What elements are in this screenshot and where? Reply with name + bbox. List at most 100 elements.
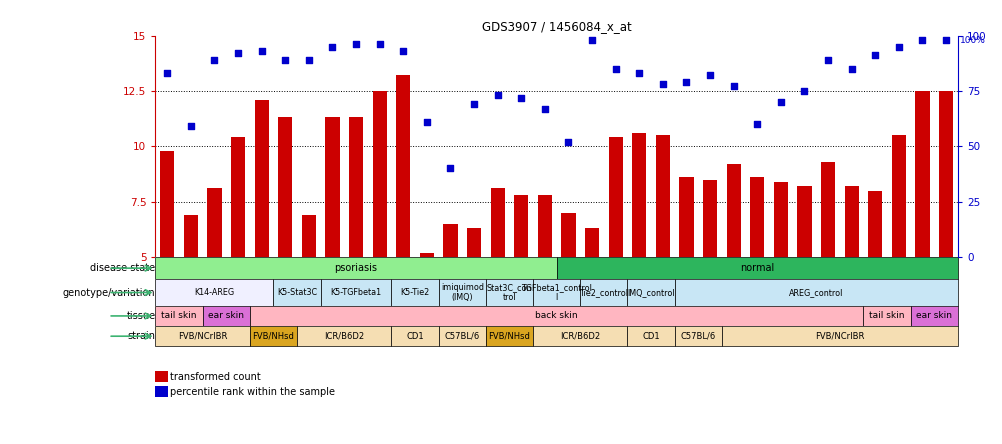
Bar	[674, 279, 957, 306]
Point	[937, 36, 953, 44]
Text: transformed count: transformed count	[169, 372, 260, 381]
Text: ear skin: ear skin	[916, 311, 951, 321]
Text: Tie2_control: Tie2_control	[579, 288, 627, 297]
Bar	[797, 186, 811, 257]
Point	[229, 50, 245, 57]
Bar	[420, 253, 434, 257]
Bar	[302, 215, 316, 257]
Point	[324, 43, 340, 50]
Text: CD1: CD1	[406, 332, 424, 341]
Bar	[608, 138, 622, 257]
Point	[867, 52, 883, 59]
Text: K5-TGFbeta1: K5-TGFbeta1	[331, 288, 381, 297]
Bar	[627, 279, 674, 306]
Text: tissue: tissue	[126, 311, 155, 321]
Bar	[349, 118, 363, 257]
Point	[489, 92, 505, 99]
Text: AREG_control: AREG_control	[789, 288, 843, 297]
Bar	[278, 118, 292, 257]
Bar	[160, 151, 174, 257]
Bar	[891, 135, 905, 257]
Bar	[155, 326, 249, 346]
Bar	[230, 138, 244, 257]
Bar	[485, 279, 532, 306]
Point	[748, 121, 765, 128]
Bar	[391, 326, 438, 346]
Bar	[674, 326, 721, 346]
Point	[419, 119, 435, 126]
Point	[724, 83, 740, 90]
Point	[206, 56, 222, 63]
Bar	[868, 190, 882, 257]
Point	[677, 79, 693, 86]
Bar	[580, 279, 627, 306]
Text: percentile rank within the sample: percentile rank within the sample	[169, 387, 335, 397]
Bar	[443, 224, 457, 257]
Bar	[155, 279, 274, 306]
Bar	[249, 306, 863, 326]
Text: C57BL/6: C57BL/6	[680, 332, 715, 341]
Text: disease state: disease state	[90, 263, 155, 273]
Bar	[438, 326, 485, 346]
Point	[607, 65, 623, 72]
Point	[583, 36, 599, 44]
Bar	[749, 177, 764, 257]
Bar	[321, 279, 391, 306]
Text: 100%: 100%	[959, 36, 985, 44]
Point	[301, 56, 317, 63]
Text: TGFbeta1_control
l: TGFbeta1_control l	[521, 283, 591, 302]
Text: psoriasis: psoriasis	[335, 263, 377, 273]
Text: K5-Stat3C: K5-Stat3C	[277, 288, 317, 297]
Text: tail skin: tail skin	[869, 311, 904, 321]
Bar	[274, 279, 321, 306]
Bar	[655, 135, 669, 257]
Point	[277, 56, 293, 63]
Bar	[249, 326, 297, 346]
Point	[513, 94, 529, 101]
Text: Stat3C_con
trol: Stat3C_con trol	[486, 283, 532, 302]
Bar	[910, 306, 957, 326]
Text: ICR/B6D2: ICR/B6D2	[324, 332, 364, 341]
Point	[536, 105, 552, 112]
Text: strain: strain	[127, 331, 155, 341]
Bar	[490, 188, 504, 257]
Bar	[532, 279, 580, 306]
Bar	[155, 306, 202, 326]
Point	[890, 43, 906, 50]
Text: tail skin: tail skin	[161, 311, 196, 321]
Point	[182, 123, 198, 130]
Point	[442, 165, 458, 172]
Bar	[467, 228, 481, 257]
Bar	[532, 326, 627, 346]
Bar	[627, 326, 674, 346]
Text: ear skin: ear skin	[208, 311, 244, 321]
Text: ICR/B6D2: ICR/B6D2	[560, 332, 600, 341]
Bar	[372, 91, 387, 257]
Point	[348, 41, 364, 48]
Bar	[155, 257, 556, 279]
Bar	[438, 279, 485, 306]
Bar	[631, 133, 645, 257]
Point	[466, 101, 482, 108]
Point	[796, 87, 812, 95]
Bar	[325, 118, 340, 257]
Point	[773, 99, 789, 106]
Bar	[821, 162, 835, 257]
Bar	[183, 215, 197, 257]
Bar	[207, 188, 221, 257]
Point	[254, 48, 270, 55]
Point	[395, 48, 411, 55]
Text: back skin: back skin	[535, 311, 577, 321]
Text: CD1: CD1	[641, 332, 659, 341]
Point	[820, 56, 836, 63]
Text: genotype/variation: genotype/variation	[63, 288, 155, 297]
Point	[843, 65, 859, 72]
Text: FVB/NCrIBR: FVB/NCrIBR	[815, 332, 864, 341]
Bar	[297, 326, 391, 346]
Point	[560, 139, 576, 146]
Text: C57BL/6: C57BL/6	[444, 332, 479, 341]
Bar	[255, 100, 269, 257]
Bar	[938, 91, 952, 257]
Point	[654, 81, 670, 88]
Text: FVB/NHsd: FVB/NHsd	[488, 332, 530, 341]
